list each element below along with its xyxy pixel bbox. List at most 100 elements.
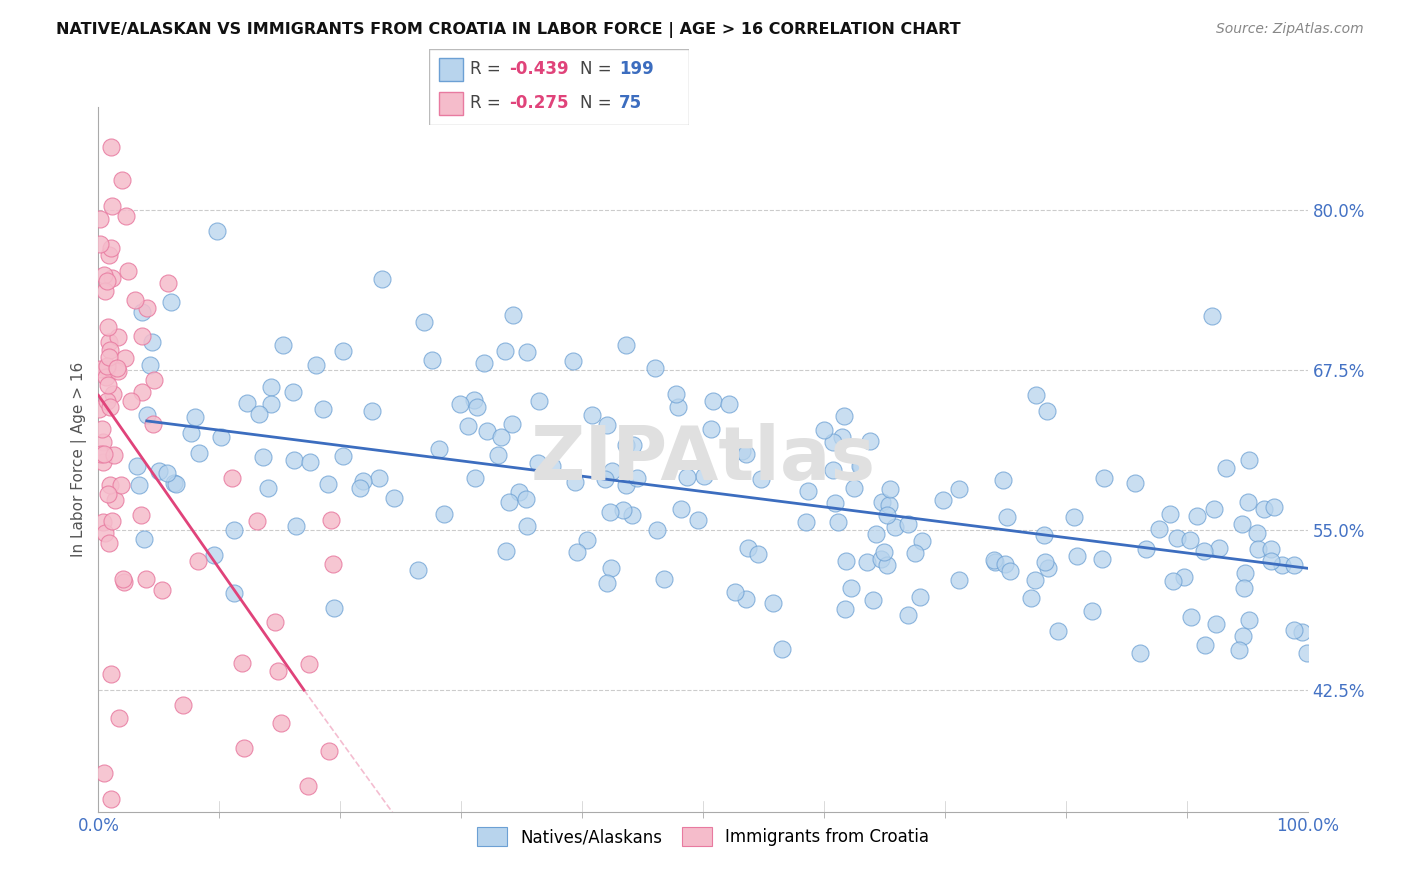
Point <box>165 477 187 491</box>
Point <box>562 354 585 368</box>
Point <box>983 555 1005 569</box>
Point <box>876 558 898 573</box>
Point <box>1021 591 1043 605</box>
Point <box>872 495 894 509</box>
Point <box>91 435 114 450</box>
Text: N =: N = <box>579 60 617 78</box>
Point <box>1135 542 1157 557</box>
Point <box>163 475 186 490</box>
Point <box>312 402 335 417</box>
Point <box>352 474 374 488</box>
Point <box>665 386 688 401</box>
Point <box>148 464 170 478</box>
Point <box>1066 549 1088 563</box>
Point <box>1046 624 1069 638</box>
Point <box>131 329 153 343</box>
Point <box>1208 541 1230 556</box>
Point <box>527 393 550 408</box>
Point <box>91 422 114 436</box>
Point <box>101 387 124 401</box>
Point <box>1260 554 1282 568</box>
Point <box>1205 617 1227 632</box>
Point <box>115 209 138 223</box>
Point <box>93 268 115 282</box>
Point <box>432 507 454 521</box>
Point <box>844 481 866 495</box>
Point <box>1180 533 1202 548</box>
Point <box>599 505 621 519</box>
Point <box>749 471 772 485</box>
Text: R =: R = <box>471 95 506 112</box>
Point <box>318 743 340 757</box>
Point <box>540 458 562 473</box>
Point <box>232 740 254 755</box>
Point <box>1036 560 1059 574</box>
Point <box>1185 509 1208 524</box>
Point <box>762 597 785 611</box>
Text: ZIPAtlas: ZIPAtlas <box>530 423 876 496</box>
Point <box>827 515 849 529</box>
Point <box>823 463 845 477</box>
Point <box>1091 551 1114 566</box>
Point <box>564 475 586 490</box>
Point <box>382 491 405 506</box>
Point <box>770 642 793 657</box>
Point <box>879 482 901 496</box>
Point <box>596 576 619 591</box>
Point <box>104 492 127 507</box>
Point <box>526 457 548 471</box>
Point <box>457 418 479 433</box>
Point <box>349 481 371 495</box>
Point <box>283 453 305 467</box>
Point <box>111 173 134 187</box>
Point <box>1159 507 1181 521</box>
Point <box>132 532 155 546</box>
Point <box>1227 642 1250 657</box>
Point <box>252 450 274 465</box>
Point <box>135 572 157 586</box>
Point <box>283 384 305 399</box>
Point <box>100 666 122 681</box>
Point <box>1161 574 1184 588</box>
Point <box>247 408 270 422</box>
Point <box>319 513 342 527</box>
Legend: Natives/Alaskans, Immigrants from Croatia: Natives/Alaskans, Immigrants from Croati… <box>470 821 936 853</box>
Point <box>1063 510 1085 524</box>
Text: Source: ZipAtlas.com: Source: ZipAtlas.com <box>1216 22 1364 37</box>
Point <box>897 607 920 622</box>
Point <box>612 503 634 517</box>
Point <box>910 590 932 604</box>
Point <box>222 586 245 600</box>
Point <box>1000 565 1022 579</box>
Point <box>97 487 120 501</box>
Point <box>98 335 121 350</box>
Point <box>1194 639 1216 653</box>
Text: 75: 75 <box>619 95 641 112</box>
Point <box>502 308 524 322</box>
Point <box>994 557 1017 571</box>
Point <box>717 397 740 411</box>
Point <box>616 438 638 452</box>
Point <box>235 395 257 409</box>
Point <box>96 393 118 408</box>
Point <box>98 343 121 358</box>
Point <box>1032 528 1054 542</box>
Point <box>89 211 111 226</box>
Point <box>797 484 820 499</box>
Point <box>856 555 879 569</box>
Point <box>245 514 267 528</box>
Point <box>644 361 666 376</box>
Point <box>486 448 509 462</box>
Point <box>323 600 346 615</box>
Point <box>110 477 132 491</box>
Point <box>1295 646 1317 660</box>
Point <box>983 552 1005 566</box>
Point <box>136 301 159 316</box>
Point <box>1123 476 1146 491</box>
Point <box>322 558 344 572</box>
Point <box>267 665 290 679</box>
Point <box>298 455 321 469</box>
Point <box>883 520 905 534</box>
Point <box>91 515 114 529</box>
Point <box>702 394 724 409</box>
